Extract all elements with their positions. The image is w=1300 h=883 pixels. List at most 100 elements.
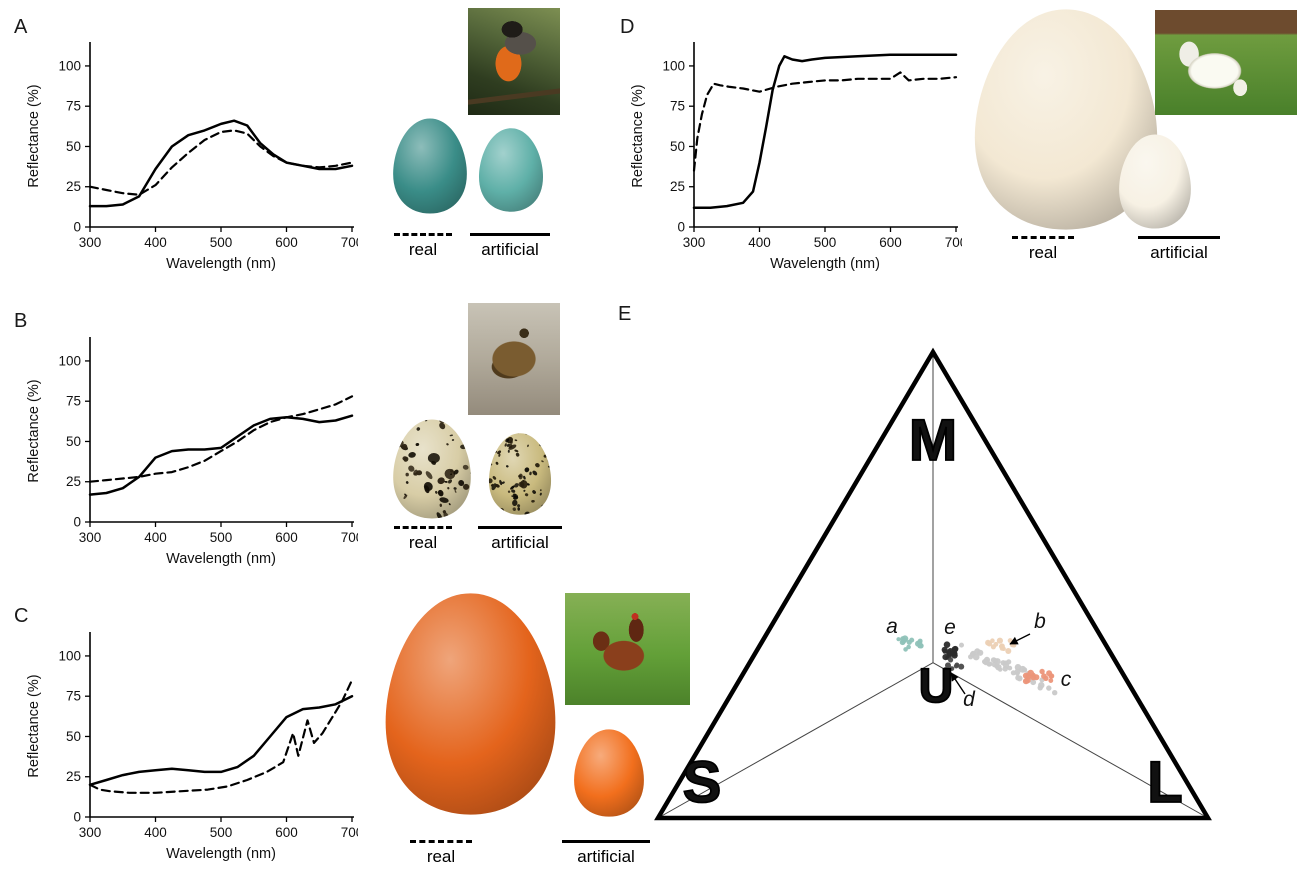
- svg-text:U: U: [919, 660, 954, 713]
- svg-text:700: 700: [341, 235, 358, 250]
- svg-text:700: 700: [945, 235, 962, 250]
- svg-text:700: 700: [341, 825, 358, 840]
- svg-text:0: 0: [73, 220, 81, 235]
- panel-d-real-egg: [972, 6, 1160, 233]
- dashed-line-key-icon: [394, 233, 452, 236]
- svg-text:500: 500: [210, 825, 233, 840]
- svg-text:400: 400: [748, 235, 771, 250]
- svg-text:50: 50: [66, 434, 81, 449]
- panel-b-label: B: [14, 310, 28, 332]
- panel-d-legend-artificial: artificial: [1138, 236, 1220, 263]
- tetrahedral-color-space-diagram: a e b d c M S L U: [645, 338, 1225, 848]
- svg-text:500: 500: [814, 235, 837, 250]
- panel-c-legend-real: real: [410, 840, 472, 867]
- svg-text:Wavelength (nm): Wavelength (nm): [770, 256, 880, 271]
- panel-c-artificial-egg: [573, 728, 645, 818]
- svg-text:b: b: [1034, 610, 1046, 633]
- spectra-svg: 0 25 50 75 100 300 400 500 600 700 Wavelength (nm)…: [26, 42, 363, 272]
- svg-text:Reflectance (%): Reflectance (%): [630, 84, 646, 187]
- svg-text:500: 500: [210, 530, 233, 545]
- svg-text:e: e: [944, 616, 956, 639]
- panel-a-spectra-chart: 0 25 50 75 100 300 400 500 600 700 Wavelength (nm)…: [24, 35, 363, 276]
- svg-text:25: 25: [670, 179, 685, 194]
- legend-real-label: real: [408, 533, 438, 552]
- quail-photo: [468, 303, 560, 415]
- solid-line-key-icon: [478, 526, 562, 529]
- spectra-svg: 0 25 50 75 100 300 400 500 600 700 Wavelength (nm)…: [630, 42, 967, 272]
- svg-text:Reflectance (%): Reflectance (%): [26, 84, 42, 187]
- svg-text:50: 50: [670, 139, 685, 154]
- legend-real-label: real: [1028, 243, 1058, 262]
- svg-text:0: 0: [73, 515, 81, 530]
- svg-text:400: 400: [144, 825, 167, 840]
- egg-svg: [488, 433, 552, 515]
- panel-c-real-egg: [383, 590, 558, 818]
- svg-text:600: 600: [275, 530, 298, 545]
- panel-d-label: D: [620, 16, 635, 38]
- svg-text:100: 100: [58, 58, 81, 73]
- svg-text:a: a: [886, 615, 898, 638]
- svg-text:300: 300: [79, 530, 102, 545]
- panel-c-label: C: [14, 605, 29, 627]
- egg-svg: [478, 128, 544, 212]
- color-space-svg: a e b d c M S L U: [654, 347, 1212, 821]
- svg-text:400: 400: [144, 530, 167, 545]
- white-hen-photo: [1155, 10, 1297, 115]
- svg-text:300: 300: [683, 235, 706, 250]
- svg-text:Reflectance (%): Reflectance (%): [26, 674, 42, 777]
- svg-text:0: 0: [73, 810, 81, 825]
- legend-real-label: real: [426, 847, 456, 866]
- dashed-line-key-icon: [410, 840, 472, 843]
- svg-text:50: 50: [66, 729, 81, 744]
- legend-artificial-label: artificial: [1150, 243, 1208, 262]
- svg-text:Wavelength (nm): Wavelength (nm): [166, 551, 276, 566]
- legend-real-label: real: [408, 240, 438, 259]
- panel-d-legend-real: real: [1012, 236, 1074, 263]
- svg-text:Wavelength (nm): Wavelength (nm): [166, 846, 276, 861]
- svg-text:700: 700: [341, 530, 358, 545]
- panel-d-spectra-chart: 0 25 50 75 100 300 400 500 600 700 Wavelength (nm)…: [628, 35, 967, 276]
- panel-b-legend-artificial: artificial: [478, 526, 562, 553]
- svg-text:75: 75: [66, 394, 81, 409]
- svg-text:100: 100: [58, 648, 81, 663]
- panel-a-label: A: [14, 16, 28, 38]
- panel-b-real-egg: [392, 418, 472, 520]
- svg-text:300: 300: [79, 235, 102, 250]
- svg-text:300: 300: [79, 825, 102, 840]
- spectra-svg: 0 25 50 75 100 300 400 500 600 700 Wavelength (nm)…: [26, 337, 363, 567]
- svg-text:M: M: [909, 408, 957, 473]
- svg-text:600: 600: [275, 235, 298, 250]
- panel-a-legend-artificial: artificial: [470, 233, 550, 260]
- svg-text:L: L: [1147, 750, 1182, 815]
- solid-line-key-icon: [1138, 236, 1220, 239]
- egg-svg: [393, 118, 467, 214]
- svg-text:50: 50: [66, 139, 81, 154]
- solid-line-key-icon: [562, 840, 650, 843]
- dashed-line-key-icon: [1012, 236, 1074, 239]
- egg-svg: [393, 419, 471, 519]
- svg-text:0: 0: [677, 220, 685, 235]
- svg-text:75: 75: [66, 689, 81, 704]
- panel-a-artificial-egg: [478, 127, 544, 213]
- solid-line-key-icon: [470, 233, 550, 236]
- panel-e-label: E: [618, 303, 632, 325]
- svg-text:25: 25: [66, 769, 81, 784]
- panel-b-legend-real: real: [394, 526, 452, 553]
- legend-artificial-label: artificial: [577, 847, 635, 866]
- svg-text:d: d: [963, 688, 976, 711]
- svg-text:S: S: [683, 750, 722, 815]
- svg-text:100: 100: [662, 58, 685, 73]
- brown-hen-photo: [565, 593, 690, 705]
- svg-text:600: 600: [275, 825, 298, 840]
- svg-text:Wavelength (nm): Wavelength (nm): [166, 256, 276, 271]
- panel-c-legend-artificial: artificial: [562, 840, 650, 867]
- panel-d-artificial-egg: [1118, 133, 1192, 230]
- egg-svg: [1119, 134, 1191, 229]
- panel-a-legend-real: real: [394, 233, 452, 260]
- robin-photo: [468, 8, 560, 115]
- svg-text:25: 25: [66, 474, 81, 489]
- svg-text:25: 25: [66, 179, 81, 194]
- egg-svg: [385, 593, 556, 815]
- egg-svg: [974, 9, 1158, 230]
